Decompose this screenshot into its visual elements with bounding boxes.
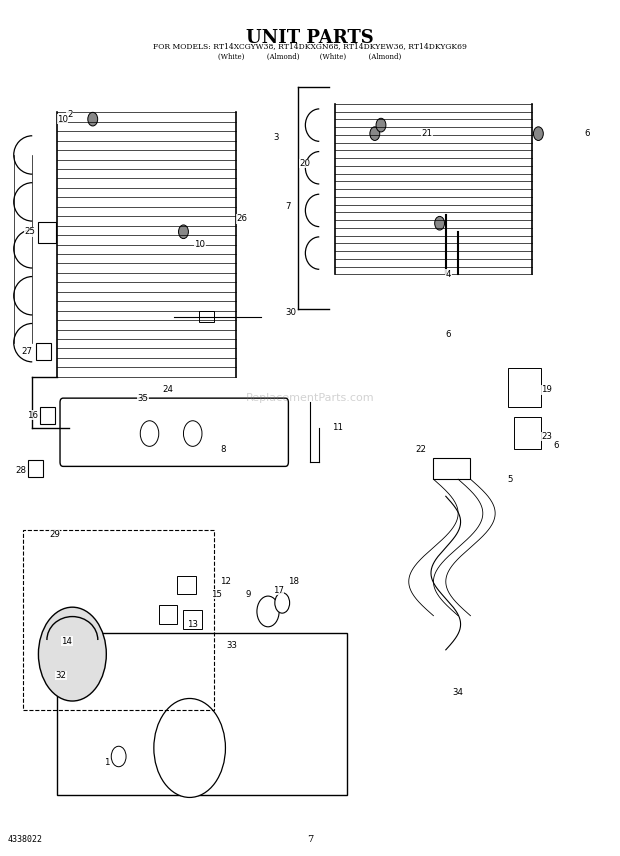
- Circle shape: [275, 592, 290, 613]
- Text: 6: 6: [554, 441, 559, 449]
- Text: 27: 27: [21, 347, 32, 356]
- Text: 9: 9: [246, 590, 251, 599]
- Text: 10: 10: [194, 240, 205, 249]
- Text: 18: 18: [288, 577, 299, 586]
- Text: 8: 8: [221, 445, 226, 454]
- Text: 28: 28: [15, 467, 26, 475]
- Text: 30: 30: [285, 308, 296, 318]
- Text: 6: 6: [585, 129, 590, 138]
- Bar: [38, 222, 56, 243]
- Text: 3: 3: [273, 134, 278, 142]
- Text: 17: 17: [273, 586, 284, 595]
- Bar: [159, 605, 177, 624]
- Text: 32: 32: [55, 671, 66, 680]
- Bar: [36, 342, 51, 360]
- Bar: [508, 368, 541, 407]
- Text: 7: 7: [285, 202, 291, 211]
- Text: 19: 19: [541, 385, 552, 394]
- Text: 34: 34: [452, 688, 463, 697]
- Circle shape: [370, 127, 379, 140]
- Circle shape: [179, 225, 188, 239]
- Text: 35: 35: [137, 394, 148, 402]
- Text: 22: 22: [415, 445, 426, 454]
- Text: 16: 16: [27, 411, 38, 419]
- Text: 20: 20: [299, 159, 310, 168]
- Circle shape: [154, 698, 226, 798]
- Text: FOR MODELS: RT14XCGYW38, RT14DKXGN68, RT14DKYEW36, RT14DKYGK69: FOR MODELS: RT14XCGYW38, RT14DKXGN68, RT…: [153, 42, 467, 51]
- Text: 4338022: 4338022: [7, 835, 43, 844]
- Text: 29: 29: [49, 530, 60, 539]
- Text: 12: 12: [221, 577, 231, 586]
- Text: 26: 26: [236, 215, 247, 223]
- Text: 13: 13: [187, 620, 198, 629]
- FancyBboxPatch shape: [60, 398, 288, 467]
- Text: 21: 21: [421, 129, 432, 138]
- Text: 14: 14: [61, 637, 73, 645]
- Text: 2: 2: [67, 110, 73, 118]
- Circle shape: [88, 112, 98, 126]
- Bar: [28, 461, 43, 478]
- Bar: [40, 407, 55, 424]
- Circle shape: [184, 421, 202, 446]
- Text: 11: 11: [332, 424, 343, 432]
- Text: 7: 7: [307, 835, 313, 844]
- Text: (White)          (Almond)         (White)          (Almond): (White) (Almond) (White) (Almond): [218, 52, 402, 61]
- Text: 25: 25: [24, 227, 35, 236]
- Bar: [514, 417, 541, 449]
- Bar: [23, 531, 215, 710]
- Text: 15: 15: [211, 590, 222, 599]
- Circle shape: [140, 421, 159, 446]
- Circle shape: [376, 118, 386, 132]
- Circle shape: [111, 746, 126, 767]
- Text: 10: 10: [57, 115, 68, 123]
- Text: 6: 6: [446, 330, 451, 339]
- Bar: [199, 311, 215, 322]
- Bar: [57, 633, 347, 795]
- Bar: [177, 575, 196, 594]
- Text: 23: 23: [541, 432, 552, 441]
- Text: 33: 33: [227, 641, 237, 650]
- Text: UNIT PARTS: UNIT PARTS: [246, 29, 374, 47]
- Text: 1: 1: [104, 758, 109, 767]
- Text: 24: 24: [162, 385, 173, 394]
- Circle shape: [435, 217, 445, 230]
- Bar: [433, 458, 471, 479]
- Circle shape: [257, 596, 279, 627]
- Bar: [184, 609, 202, 628]
- Circle shape: [533, 127, 543, 140]
- Text: 5: 5: [508, 475, 513, 484]
- Circle shape: [38, 607, 106, 701]
- Text: 4: 4: [446, 270, 451, 279]
- Text: ReplacementParts.com: ReplacementParts.com: [246, 393, 374, 403]
